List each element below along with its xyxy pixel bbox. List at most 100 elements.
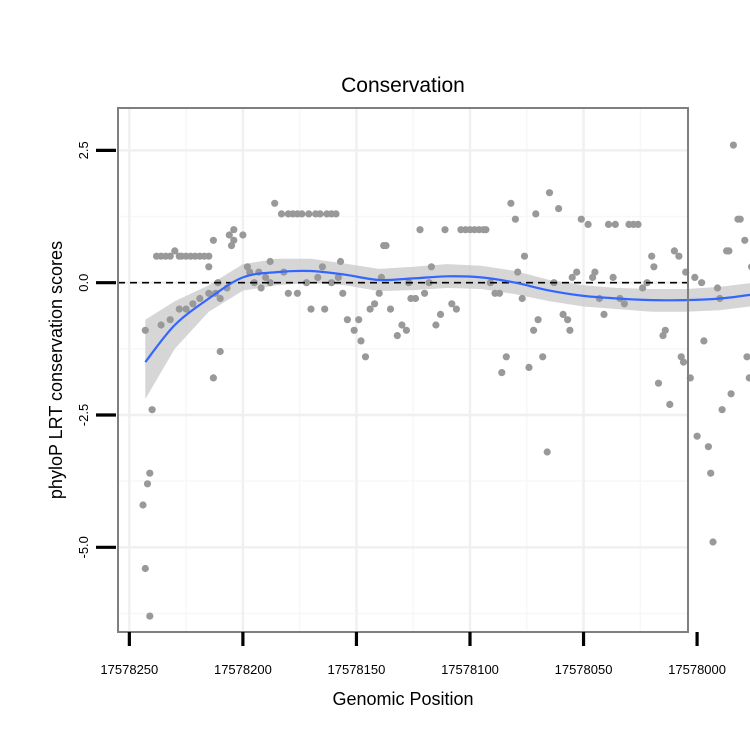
data-point: [271, 199, 279, 207]
data-point: [532, 210, 540, 218]
data-point: [543, 448, 551, 456]
data-point: [511, 215, 519, 223]
data-point: [648, 252, 656, 260]
data-point: [205, 252, 213, 260]
data-point: [148, 406, 156, 414]
data-point: [327, 279, 336, 287]
data-point: [216, 294, 224, 303]
data-point: [539, 353, 547, 361]
data-point: [411, 294, 420, 303]
data-point: [698, 279, 706, 287]
data-point: [143, 480, 152, 488]
data-point: [421, 289, 429, 297]
x-axis: 17578250 17578200 17578150 17578100 17578050…: [100, 632, 726, 677]
data-point: [718, 406, 726, 414]
data-point: [216, 347, 224, 356]
data-point: [386, 305, 395, 313]
data-point: [670, 247, 679, 255]
panel-background: [118, 108, 688, 632]
confidence-band-area: [145, 258, 750, 400]
x-tick-label: 17578000: [668, 662, 726, 677]
data-point: [545, 189, 554, 197]
data-point: [230, 226, 238, 234]
data-point: [736, 215, 744, 223]
data-point: [707, 469, 715, 477]
data-point: [666, 400, 674, 408]
data-point: [584, 220, 592, 228]
y-tick-label: 0.0: [76, 274, 91, 292]
data-point: [559, 310, 567, 318]
major-gridlines: [118, 108, 688, 632]
data-point: [654, 379, 663, 387]
data-point: [361, 353, 370, 361]
data-point: [704, 443, 713, 451]
data-point: [314, 273, 322, 281]
data-point: [639, 284, 647, 292]
data-point: [371, 300, 379, 308]
data-point: [157, 321, 165, 329]
data-point: [355, 316, 363, 324]
y-tick-label: 2.5: [76, 141, 91, 159]
data-point: [182, 305, 190, 313]
data-point: [339, 289, 347, 297]
data-point: [564, 316, 572, 324]
data-point: [727, 390, 735, 398]
data-point: [507, 199, 515, 207]
data-point: [196, 294, 204, 303]
data-point: [146, 612, 154, 620]
panel-border-rect: [117, 107, 689, 633]
data-point: [189, 300, 197, 308]
data-point: [266, 279, 274, 287]
data-point: [452, 305, 460, 313]
data-point: [745, 374, 750, 382]
minor-gridlines: [118, 108, 688, 632]
data-point: [725, 247, 733, 255]
data-point: [432, 321, 440, 329]
data-point: [205, 263, 213, 271]
x-axis-title: Genomic Position: [332, 689, 473, 709]
panel-border: [117, 107, 689, 633]
data-point: [257, 284, 265, 292]
data-point: [277, 210, 286, 218]
data-point: [343, 316, 351, 324]
data-point: [393, 332, 401, 340]
data-point: [305, 210, 313, 218]
data-point: [729, 141, 738, 149]
data-point: [141, 326, 149, 334]
data-point: [534, 316, 542, 324]
data-point: [661, 326, 669, 334]
data-point: [166, 252, 174, 260]
plot-panel: [118, 108, 688, 632]
data-point: [205, 289, 213, 297]
data-point: [402, 326, 410, 334]
data-point: [525, 363, 533, 371]
data-point: [713, 284, 722, 292]
data-point: [357, 337, 365, 345]
data-point: [293, 289, 301, 297]
data-point: [600, 310, 608, 318]
data-point: [321, 305, 329, 313]
data-point: [209, 236, 217, 244]
loess-smooth-line: [144, 269, 750, 363]
data-point: [741, 236, 749, 244]
data-point: [398, 321, 406, 329]
y-axis: 2.5 0.0 -2.5 -5.0: [76, 141, 116, 559]
data-point: [502, 353, 510, 361]
data-point: [298, 210, 306, 218]
data-point: [284, 289, 292, 297]
data-point: [482, 226, 490, 234]
data-point: [425, 279, 433, 287]
data-point: [175, 305, 183, 313]
data-point: [568, 273, 576, 281]
data-point: [691, 273, 699, 281]
data-point: [375, 289, 383, 297]
data-point: [334, 273, 342, 281]
data-point: [262, 273, 270, 281]
data-point: [743, 353, 750, 361]
y-tick-label: -5.0: [76, 536, 91, 558]
data-point: [436, 310, 445, 318]
data-point: [239, 231, 247, 239]
data-point: [700, 337, 708, 345]
data-point: [230, 236, 238, 244]
